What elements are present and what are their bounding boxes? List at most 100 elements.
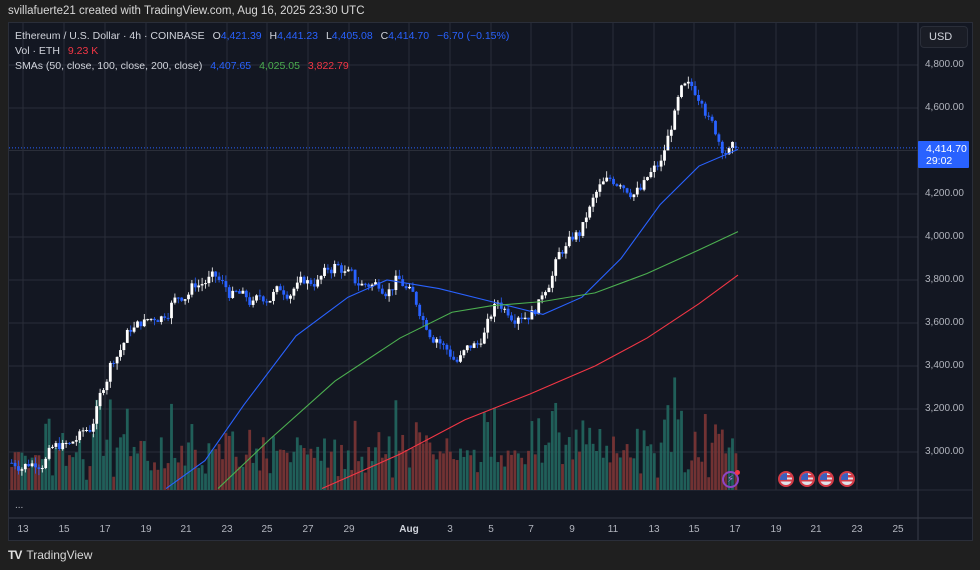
volume-bar	[173, 457, 177, 490]
lightning-event-icon[interactable]: ⚡	[722, 470, 740, 488]
us-economic-event-flag-icon[interactable]	[778, 471, 794, 487]
currency-button[interactable]: USD	[920, 26, 968, 48]
volume-bar	[153, 462, 156, 490]
candle-body	[217, 276, 221, 280]
date-tick: 17	[99, 524, 111, 535]
candle-body	[30, 463, 34, 467]
candle-body	[669, 129, 673, 136]
volume-bar	[421, 443, 425, 490]
volume-bar	[319, 460, 323, 490]
volume-bar	[197, 467, 201, 490]
volume-bar	[564, 444, 568, 490]
sma-row[interactable]: SMAs (50, close, 100, close, 200, close)…	[15, 59, 509, 74]
candle-body	[112, 362, 116, 364]
candle-body	[289, 295, 292, 299]
candle-body	[731, 141, 734, 149]
date-tick: Aug	[399, 524, 419, 535]
volume-bar	[608, 462, 612, 490]
candle-body	[363, 283, 367, 285]
candle-body	[197, 285, 201, 288]
more-indicators-button[interactable]: ...	[15, 500, 24, 511]
volume-bar	[547, 442, 551, 490]
volume-bar	[703, 414, 707, 490]
volume-bar	[591, 443, 595, 490]
candle-body	[78, 431, 82, 441]
symbol-title[interactable]: Ethereum / U.S. Dollar · 4h · COINBASE	[15, 30, 205, 42]
volume-bar	[207, 443, 211, 490]
candle-body	[646, 177, 649, 181]
candle-body	[561, 252, 564, 254]
candle-body	[105, 381, 109, 391]
candle-body	[598, 184, 602, 192]
date-tick: 25	[261, 524, 273, 535]
candle-body	[47, 447, 51, 459]
candle-body	[37, 467, 41, 469]
candle-body	[486, 318, 490, 333]
volume-bar	[156, 469, 160, 490]
volume-bar	[336, 476, 340, 490]
candle-body	[88, 430, 92, 432]
volume-bar	[629, 457, 632, 490]
volume-bar	[54, 447, 58, 490]
candle-body	[367, 284, 371, 287]
volume-bar	[122, 434, 126, 490]
sma100-value: 4,025.05	[259, 60, 300, 72]
date-tick: 3	[447, 524, 453, 535]
candle-body	[673, 110, 677, 130]
volume-bar	[710, 442, 714, 490]
volume-bar	[295, 437, 299, 490]
volume-bar	[435, 459, 439, 490]
candle-body	[391, 289, 394, 291]
candle-body	[312, 284, 316, 287]
ohlc-row: Ethereum / U.S. Dollar · 4h · COINBASE O…	[15, 29, 509, 44]
candle-body	[469, 345, 473, 348]
candle-body	[554, 259, 558, 276]
date-tick: 7	[528, 524, 534, 535]
volume-row[interactable]: Vol · ETH 9.23 K	[15, 44, 509, 59]
us-economic-event-flag-icon[interactable]	[839, 471, 855, 487]
volume-bar	[149, 470, 153, 490]
volume-bar	[258, 470, 262, 490]
candle-body	[421, 316, 425, 321]
date-tick: 17	[729, 524, 741, 535]
volume-bar	[567, 437, 571, 490]
open-value: 4,421.39	[220, 30, 262, 42]
volume-bar	[489, 456, 493, 490]
candle-body	[435, 339, 439, 343]
volume-bar	[85, 479, 88, 490]
volume-bar	[632, 458, 636, 490]
date-tick: 13	[17, 524, 29, 535]
tradingview-logo: TV TradingView	[8, 548, 92, 562]
volume-bar	[499, 455, 503, 490]
candle-body	[656, 165, 660, 167]
volume-bar	[387, 436, 391, 490]
candle-body	[727, 148, 731, 155]
candle-body	[108, 362, 112, 382]
candle-body	[125, 329, 129, 343]
volume-bar	[418, 432, 422, 490]
volume-bar	[676, 419, 680, 490]
us-economic-event-flag-icon[interactable]	[799, 471, 815, 487]
volume-bar	[108, 399, 112, 490]
volume-bar	[180, 445, 184, 490]
us-economic-event-flag-icon[interactable]	[818, 471, 834, 487]
candle-body	[639, 187, 643, 190]
candle-body	[261, 296, 265, 302]
candle-body	[316, 279, 320, 287]
candle-body	[615, 184, 619, 186]
candle-body	[547, 287, 551, 293]
candle-body	[374, 282, 377, 285]
candle-body	[34, 463, 37, 468]
candle-body	[384, 293, 388, 297]
candle-body	[61, 442, 65, 450]
volume-bar	[241, 466, 245, 490]
volume-bar	[27, 468, 31, 490]
volume-bar	[244, 454, 248, 490]
candle-body	[115, 356, 119, 364]
candle-body	[326, 267, 330, 270]
volume-bar	[176, 462, 180, 490]
candle-body	[540, 295, 544, 300]
candle-body	[714, 120, 717, 135]
volume-bar	[598, 428, 602, 490]
